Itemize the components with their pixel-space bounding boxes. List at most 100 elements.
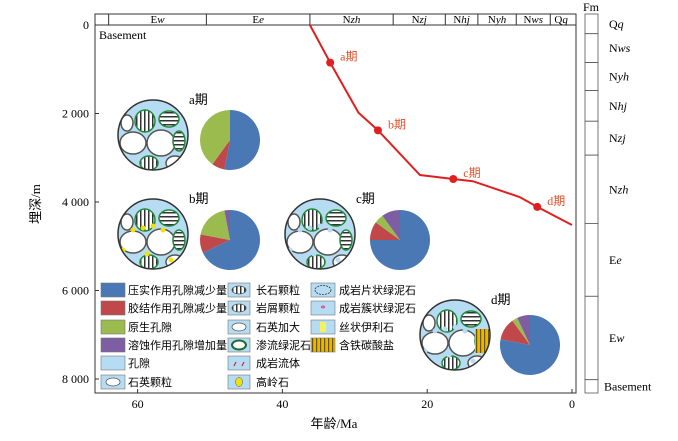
fm-unit-box bbox=[584, 33, 599, 63]
legend-swatch bbox=[100, 355, 126, 371]
stage-label: c期 bbox=[356, 191, 375, 206]
fm-unit-label: Ew bbox=[609, 331, 624, 345]
header-formation-Ee: Ee bbox=[252, 14, 264, 26]
legend-swatch bbox=[100, 282, 126, 298]
stage-point bbox=[326, 58, 335, 67]
y-tick-label: 0 bbox=[83, 18, 89, 32]
legend-label: 丝状伊利石 bbox=[339, 320, 394, 334]
pie-slice-2 bbox=[212, 140, 230, 170]
legend-item: 含铁碳酸盐 bbox=[310, 337, 394, 353]
legend-item: 成岩片状绿泥石 bbox=[310, 282, 416, 298]
fm-unit-label: Nzj bbox=[609, 131, 626, 145]
legend-item: 岩屑颗粒 bbox=[227, 300, 300, 316]
header-formation-Nws: Nws bbox=[523, 14, 543, 26]
y-tick-label: 8 000 bbox=[62, 372, 89, 386]
legend-item: 胶结作用孔隙减少量 bbox=[100, 300, 227, 316]
legend-swatch bbox=[310, 300, 336, 316]
pie-chart-b bbox=[200, 210, 261, 270]
thin-section-d: d期 bbox=[419, 292, 511, 371]
fm-unit-box bbox=[584, 223, 599, 297]
legend-label: 高岭石 bbox=[256, 375, 289, 389]
legend-item: 溶蚀作用孔隙增加量 bbox=[100, 337, 227, 353]
thin-section-a: a期 bbox=[117, 92, 208, 171]
legend-swatch bbox=[310, 337, 336, 353]
stage-curve-label: d期 bbox=[547, 194, 565, 208]
stage-point bbox=[533, 202, 542, 211]
thin-section-b: b期 bbox=[117, 191, 209, 270]
pie-slice-4 bbox=[517, 315, 530, 345]
basement-label: Basement bbox=[99, 28, 147, 42]
pie-slice-4 bbox=[224, 210, 230, 240]
legend-label: 岩屑颗粒 bbox=[256, 301, 300, 315]
legend-label: 原生孔隙 bbox=[128, 320, 172, 334]
legend-swatch bbox=[310, 282, 336, 298]
pie-slice-3 bbox=[512, 317, 530, 345]
legend-label: 压实作用孔隙减少量 bbox=[128, 283, 227, 297]
y-tick-label: 6 000 bbox=[62, 284, 89, 298]
legend-label: 成岩簇状绿泥石 bbox=[339, 301, 416, 315]
header-formation-Ew: Ew bbox=[150, 14, 165, 26]
fm-unit-box bbox=[584, 13, 599, 35]
burial-curve bbox=[309, 24, 573, 226]
pie-chart-c bbox=[370, 210, 430, 270]
header-formation-Nzh: Nzh bbox=[343, 14, 361, 26]
legend-label: 长石颗粒 bbox=[256, 283, 300, 297]
x-tick-label: 60 bbox=[132, 397, 144, 411]
legend-label: 溶蚀作用孔隙增加量 bbox=[128, 338, 227, 352]
pie-slice-3 bbox=[200, 210, 230, 240]
y-axis-label: 埋深/m bbox=[28, 184, 43, 224]
x-tick-label: 40 bbox=[276, 397, 288, 411]
pie-slice-3 bbox=[200, 110, 230, 165]
pie-slice-4 bbox=[382, 210, 400, 240]
fm-unit-label: Nhj bbox=[609, 99, 628, 113]
header-formation-Qq: Qq bbox=[554, 14, 568, 26]
fm-unit-label: Nzh bbox=[609, 182, 628, 196]
legend-item: 压实作用孔隙减少量 bbox=[100, 282, 227, 298]
legend-label: 成岩片状绿泥石 bbox=[339, 283, 416, 297]
legend-item: * 成岩簇状绿泥石 bbox=[310, 300, 416, 316]
y-tick-label: 4 000 bbox=[62, 195, 89, 209]
legend-label: 孔隙 bbox=[128, 356, 150, 370]
legend-item: 长石颗粒 bbox=[227, 282, 300, 298]
stage-label: b期 bbox=[189, 191, 209, 206]
pie-slice-2 bbox=[500, 320, 530, 345]
legend-item: 渗流绿泥石 bbox=[227, 337, 311, 353]
svg-text:*: * bbox=[320, 303, 326, 315]
stage-label: a期 bbox=[189, 92, 208, 107]
fm-unit-box bbox=[584, 379, 599, 394]
stage-curve-label: c期 bbox=[463, 166, 480, 180]
x-tick-label: 0 bbox=[569, 397, 575, 411]
pie-slice-2 bbox=[200, 234, 230, 253]
fm-unit-box bbox=[584, 120, 599, 156]
pie-slice-2 bbox=[370, 222, 400, 240]
legend-item: 石英加大 bbox=[227, 319, 300, 335]
fm-unit-label: Nws bbox=[609, 41, 631, 55]
fm-title: Fm bbox=[583, 0, 600, 14]
header-formation-Nzj: Nzj bbox=[412, 14, 427, 26]
x-axis-label: 年龄/Ma bbox=[311, 416, 358, 431]
legend-label: 石英颗粒 bbox=[128, 375, 172, 389]
fm-unit-box bbox=[584, 90, 599, 122]
fm-unit-label: Nyh bbox=[609, 70, 629, 84]
legend-swatch bbox=[100, 300, 126, 316]
fm-unit-box bbox=[584, 62, 599, 91]
stage-curve-label: b期 bbox=[388, 117, 406, 131]
header-formation-Nyh: Nyh bbox=[488, 14, 507, 26]
fm-unit-label: Qq bbox=[609, 17, 624, 31]
stage-point bbox=[449, 174, 458, 183]
fm-unit-label: Ee bbox=[609, 253, 622, 267]
stage-label: d期 bbox=[491, 292, 511, 307]
legend-label: 成岩流体 bbox=[256, 356, 300, 370]
fm-unit-box bbox=[584, 295, 599, 381]
legend-item: 石英颗粒 bbox=[100, 374, 172, 390]
legend-swatch bbox=[227, 355, 251, 371]
legend-item: 孔隙 bbox=[100, 355, 150, 371]
fm-unit-box bbox=[584, 154, 599, 224]
pie-chart-a bbox=[200, 110, 260, 170]
fm-unit-label: Basement bbox=[604, 379, 652, 393]
legend-swatch bbox=[100, 337, 126, 353]
stage-point bbox=[373, 126, 382, 135]
pie-chart-d bbox=[500, 315, 560, 375]
